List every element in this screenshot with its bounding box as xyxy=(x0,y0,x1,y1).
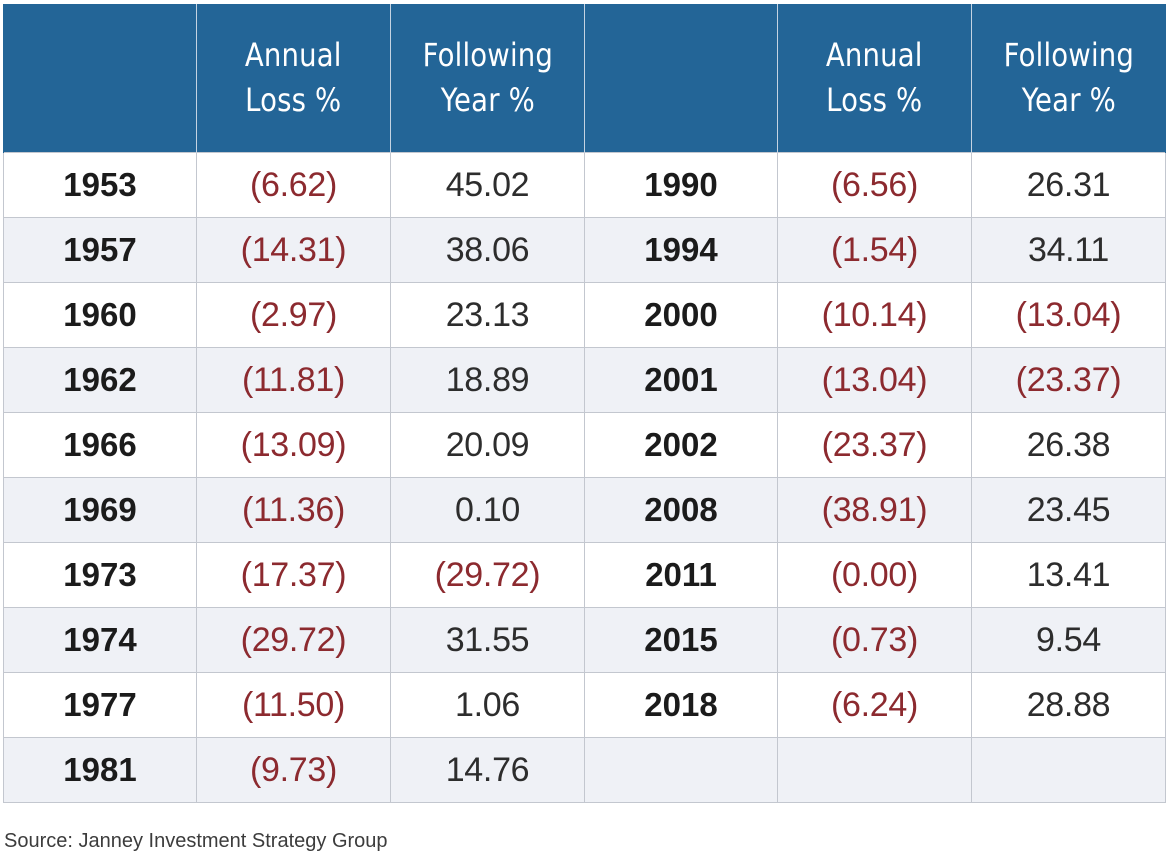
right-following-cell: 26.31 xyxy=(971,152,1166,218)
right-year-cell: 2008 xyxy=(584,477,778,543)
source-note: Source: Janney Investment Strategy Group xyxy=(4,830,388,852)
table-row: 1977 (11.50) 1.06 2018 (6.24) 28.88 xyxy=(3,672,1166,738)
right-loss-cell: (10.14) xyxy=(777,282,972,348)
left-year-cell: 1960 xyxy=(3,282,197,348)
right-loss-cell: (23.37) xyxy=(777,412,972,478)
table-body: 1953 (6.62) 45.02 1990 (6.56) 26.31 1957 (14.3… xyxy=(3,152,1166,803)
left-loss-cell: (2.97) xyxy=(196,282,391,348)
left-year-cell: 1966 xyxy=(3,412,197,478)
right-loss-cell: (0.00) xyxy=(777,542,972,608)
header-year-right xyxy=(584,4,778,153)
table-row: 1973 (17.37) (29.72) 2011 (0.00) 13.41 xyxy=(3,542,1166,608)
right-loss-cell: (0.73) xyxy=(777,607,972,673)
right-year-cell: 1990 xyxy=(584,152,778,218)
left-year-cell: 1981 xyxy=(3,737,197,803)
header-following-left-line1: Following xyxy=(422,36,553,74)
left-following-cell: 38.06 xyxy=(390,217,585,283)
table-row: 1969 (11.36) 0.10 2008 (38.91) 23.45 xyxy=(3,477,1166,543)
right-following-cell xyxy=(971,737,1166,803)
header-year-left xyxy=(3,4,197,153)
left-year-cell: 1974 xyxy=(3,607,197,673)
right-following-cell: (13.04) xyxy=(971,282,1166,348)
right-following-cell: 23.45 xyxy=(971,477,1166,543)
annual-loss-table: Annual Loss % Following Year % Annual Loss … xyxy=(3,4,1166,803)
table-row: 1957 (14.31) 38.06 1994 (1.54) 34.11 xyxy=(3,217,1166,283)
header-annual-loss-right-line2: Loss % xyxy=(826,81,923,119)
header-following-right-line2: Year % xyxy=(1021,81,1116,119)
left-loss-cell: (17.37) xyxy=(196,542,391,608)
left-loss-cell: (11.81) xyxy=(196,347,391,413)
left-loss-cell: (13.09) xyxy=(196,412,391,478)
table-header: Annual Loss % Following Year % Annual Loss … xyxy=(3,4,1166,153)
right-year-cell: 2000 xyxy=(584,282,778,348)
right-loss-cell: (1.54) xyxy=(777,217,972,283)
right-year-cell xyxy=(584,737,778,803)
left-year-cell: 1957 xyxy=(3,217,197,283)
table-row: 1966 (13.09) 20.09 2002 (23.37) 26.38 xyxy=(3,412,1166,478)
header-annual-loss-left: Annual Loss % xyxy=(196,4,391,153)
right-year-cell: 2011 xyxy=(584,542,778,608)
header-following-right: Following Year % xyxy=(971,4,1166,153)
right-year-cell: 1994 xyxy=(584,217,778,283)
table-row: 1960 (2.97) 23.13 2000 (10.14) (13.04) xyxy=(3,282,1166,348)
right-loss-cell xyxy=(777,737,972,803)
left-loss-cell: (9.73) xyxy=(196,737,391,803)
header-row: Annual Loss % Following Year % Annual Loss … xyxy=(3,4,1166,153)
left-year-cell: 1969 xyxy=(3,477,197,543)
table-row: 1962 (11.81) 18.89 2001 (13.04) (23.37) xyxy=(3,347,1166,413)
left-following-cell: 1.06 xyxy=(390,672,585,738)
left-following-cell: 20.09 xyxy=(390,412,585,478)
right-loss-cell: (6.56) xyxy=(777,152,972,218)
header-annual-loss-left-label: Annual Loss % xyxy=(245,33,342,123)
right-following-cell: 26.38 xyxy=(971,412,1166,478)
left-loss-cell: (11.36) xyxy=(196,477,391,543)
right-following-cell: 9.54 xyxy=(971,607,1166,673)
header-following-right-line1: Following xyxy=(1003,36,1134,74)
table-row: 1981 (9.73) 14.76 xyxy=(3,737,1166,803)
left-following-cell: 18.89 xyxy=(390,347,585,413)
right-year-cell: 2002 xyxy=(584,412,778,478)
left-loss-cell: (6.62) xyxy=(196,152,391,218)
left-following-cell: 14.76 xyxy=(390,737,585,803)
header-following-left-label: Following Year % xyxy=(422,33,552,123)
header-following-right-label: Following Year % xyxy=(1003,33,1133,123)
right-following-cell: 34.11 xyxy=(971,217,1166,283)
left-following-cell: 45.02 xyxy=(390,152,585,218)
left-year-cell: 1973 xyxy=(3,542,197,608)
header-following-left: Following Year % xyxy=(390,4,585,153)
header-annual-loss-right-label: Annual Loss % xyxy=(826,33,923,123)
header-annual-loss-right-line1: Annual xyxy=(826,36,923,74)
header-annual-loss-left-line2: Loss % xyxy=(245,81,342,119)
table-row: 1974 (29.72) 31.55 2015 (0.73) 9.54 xyxy=(3,607,1166,673)
left-following-cell: 31.55 xyxy=(390,607,585,673)
left-loss-cell: (29.72) xyxy=(196,607,391,673)
left-following-cell: (29.72) xyxy=(390,542,585,608)
left-following-cell: 23.13 xyxy=(390,282,585,348)
loss-table-container: Annual Loss % Following Year % Annual Loss … xyxy=(3,4,1166,803)
left-year-cell: 1977 xyxy=(3,672,197,738)
right-following-cell: 13.41 xyxy=(971,542,1166,608)
header-annual-loss-right: Annual Loss % xyxy=(777,4,972,153)
left-following-cell: 0.10 xyxy=(390,477,585,543)
left-year-cell: 1953 xyxy=(3,152,197,218)
right-year-cell: 2001 xyxy=(584,347,778,413)
left-loss-cell: (11.50) xyxy=(196,672,391,738)
header-annual-loss-left-line1: Annual xyxy=(245,36,342,74)
right-loss-cell: (6.24) xyxy=(777,672,972,738)
right-year-cell: 2018 xyxy=(584,672,778,738)
right-following-cell: (23.37) xyxy=(971,347,1166,413)
right-following-cell: 28.88 xyxy=(971,672,1166,738)
right-year-cell: 2015 xyxy=(584,607,778,673)
table-row: 1953 (6.62) 45.02 1990 (6.56) 26.31 xyxy=(3,152,1166,218)
right-loss-cell: (38.91) xyxy=(777,477,972,543)
header-following-left-line2: Year % xyxy=(440,81,535,119)
left-year-cell: 1962 xyxy=(3,347,197,413)
left-loss-cell: (14.31) xyxy=(196,217,391,283)
right-loss-cell: (13.04) xyxy=(777,347,972,413)
